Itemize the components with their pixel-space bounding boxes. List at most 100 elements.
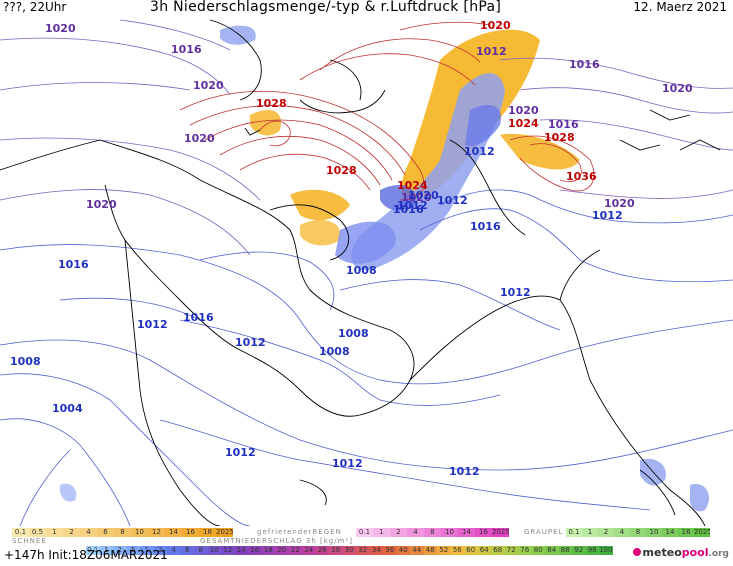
logo-part: meteo <box>642 546 682 559</box>
legend-swatch: 8 <box>424 528 441 537</box>
legend-swatch: 10 <box>207 546 221 555</box>
isobar-label: 1012 <box>332 457 363 470</box>
isobar-label: 1028 <box>544 131 575 144</box>
isobar-label: 1016 <box>171 43 202 56</box>
map-title: 3h Niederschlagsmenge/-typ & r.Luftdruck… <box>150 0 502 15</box>
isobar-label: 1036 <box>566 170 597 183</box>
legend-swatch: 30 <box>342 546 356 555</box>
legend-swatch: 96 <box>585 546 599 555</box>
legend-swatch: 2 <box>598 528 614 537</box>
regen-label: gefrierenderREGEN <box>257 528 342 536</box>
isobar-label: 1012 <box>464 145 495 158</box>
legend-swatch: 56 <box>450 546 464 555</box>
legend-swatch: 8 <box>194 546 208 555</box>
legend-swatch: 0.1 <box>12 528 29 537</box>
isobar-label: 1008 <box>346 264 377 277</box>
legend-swatch: 4 <box>407 528 424 537</box>
isobar-label: 1008 <box>338 327 369 340</box>
valid-time-label: ???, 22Uhr <box>3 0 67 14</box>
isobar-label: 1020 <box>45 22 76 35</box>
legend-swatch: 6 <box>180 546 194 555</box>
legend-swatch: 28 <box>329 546 343 555</box>
isobar-label: 1020 <box>662 82 693 95</box>
legend-swatch: 16 <box>182 528 199 537</box>
coastlines <box>0 19 721 526</box>
isobar-label: 1020 <box>604 197 635 210</box>
legend-swatch: 16 <box>678 528 694 537</box>
legend-swatch: 8 <box>630 528 646 537</box>
legend-swatch: 22 <box>288 546 302 555</box>
isobar-label: 1004 <box>52 402 83 415</box>
legend-swatch: 10 <box>131 528 148 537</box>
legend-swatch: 52 <box>437 546 451 555</box>
isobar-label: 1012 <box>137 318 168 331</box>
isobar-label: 1020 <box>508 104 539 117</box>
legend-swatch: 72 <box>504 546 518 555</box>
legend-swatch: 10 <box>646 528 662 537</box>
isobar-label: 1020 <box>401 191 432 204</box>
map-date: 12. Maerz 2021 <box>633 0 727 14</box>
legend-swatch: 4 <box>80 528 97 537</box>
legend-swatch: 40 <box>396 546 410 555</box>
legend-swatch: 0.1 <box>356 528 373 537</box>
legend-swatch: 88 <box>558 546 572 555</box>
isobar-label: 1024 <box>397 179 428 192</box>
logo-icon <box>632 548 641 556</box>
legend-swatch: 1 <box>99 546 113 555</box>
total-scale: 0.1 1 2 5 1 2 4 6 8 10 12 14 16 18 20 22 24 26 28 30 32 34 36 4… <box>86 546 613 555</box>
legend-swatch: 18 <box>261 546 275 555</box>
isobars-blue <box>0 189 733 526</box>
isobar-label: 1016 <box>183 311 214 324</box>
isobar-label: 1016 <box>470 220 501 233</box>
legend-swatch: 1 <box>373 528 390 537</box>
legend-swatch: 0.1 <box>566 528 582 537</box>
legend-swatch: 1 <box>46 528 63 537</box>
legend-swatch: 26 <box>315 546 329 555</box>
isobar-label: 1020 <box>193 79 224 92</box>
legend-swatch: 92 <box>572 546 586 555</box>
isobar-label: 1016 <box>569 58 600 71</box>
isobar-labels-blue: 1016 1016 1012 1012 1012 1008 1012 1016 … <box>10 145 623 478</box>
legend-swatch: 48 <box>423 546 437 555</box>
legend-swatch: 60 <box>464 546 478 555</box>
meteopool-logo[interactable]: meteopool.org <box>632 546 729 559</box>
isobars-red <box>179 21 595 201</box>
run-info: +147h Init:18Z06MAR2021 <box>4 548 168 562</box>
legend-swatch: 2025+ <box>216 528 233 537</box>
isobar-labels-purple: 1020 1020 1020 1016 1020 1020 1020 1016 … <box>45 22 693 211</box>
isobar-label: 1008 <box>319 345 350 358</box>
isobar-label: 1016 <box>393 203 424 216</box>
legend-swatch: 44 <box>410 546 424 555</box>
legend-swatch: 100 <box>599 546 613 555</box>
isobar-labels-red: 1028 1028 1024 1024 1028 1036 1020 <box>256 19 597 192</box>
legend-swatch: 4 <box>614 528 630 537</box>
isobar-label: 1012 <box>500 286 531 299</box>
isobar-label: 1020 <box>184 132 215 145</box>
isobar-label: 1024 <box>508 117 539 130</box>
legend-swatch: 2025+ <box>694 528 710 537</box>
isobar-label: 1012 <box>449 465 480 478</box>
legend-swatch: 24 <box>302 546 316 555</box>
isobar-label: 1012 <box>225 446 256 459</box>
isobar-label: 1012 <box>235 336 266 349</box>
legend-swatch: 2 <box>390 528 407 537</box>
legend-swatch: 80 <box>531 546 545 555</box>
legend-swatch: 14 <box>165 528 182 537</box>
isobar-label: 1016 <box>58 258 89 271</box>
logo-part: pool <box>681 546 709 559</box>
legend-swatch: 14 <box>234 546 248 555</box>
isobar-label: 1020 <box>408 189 439 202</box>
precipitation-areas <box>60 25 710 512</box>
isobar-label: 1020 <box>86 198 117 211</box>
legend-swatch: 64 <box>477 546 491 555</box>
legend-swatch: 5 <box>126 546 140 555</box>
isobar-label: 1020 <box>480 19 511 32</box>
map-header: ???, 22Uhr 3h Niederschlagsmenge/-typ & … <box>0 0 733 16</box>
legend-swatch: 36 <box>383 546 397 555</box>
logo-part: .org <box>708 549 729 559</box>
legend-swatch: 12 <box>148 528 165 537</box>
